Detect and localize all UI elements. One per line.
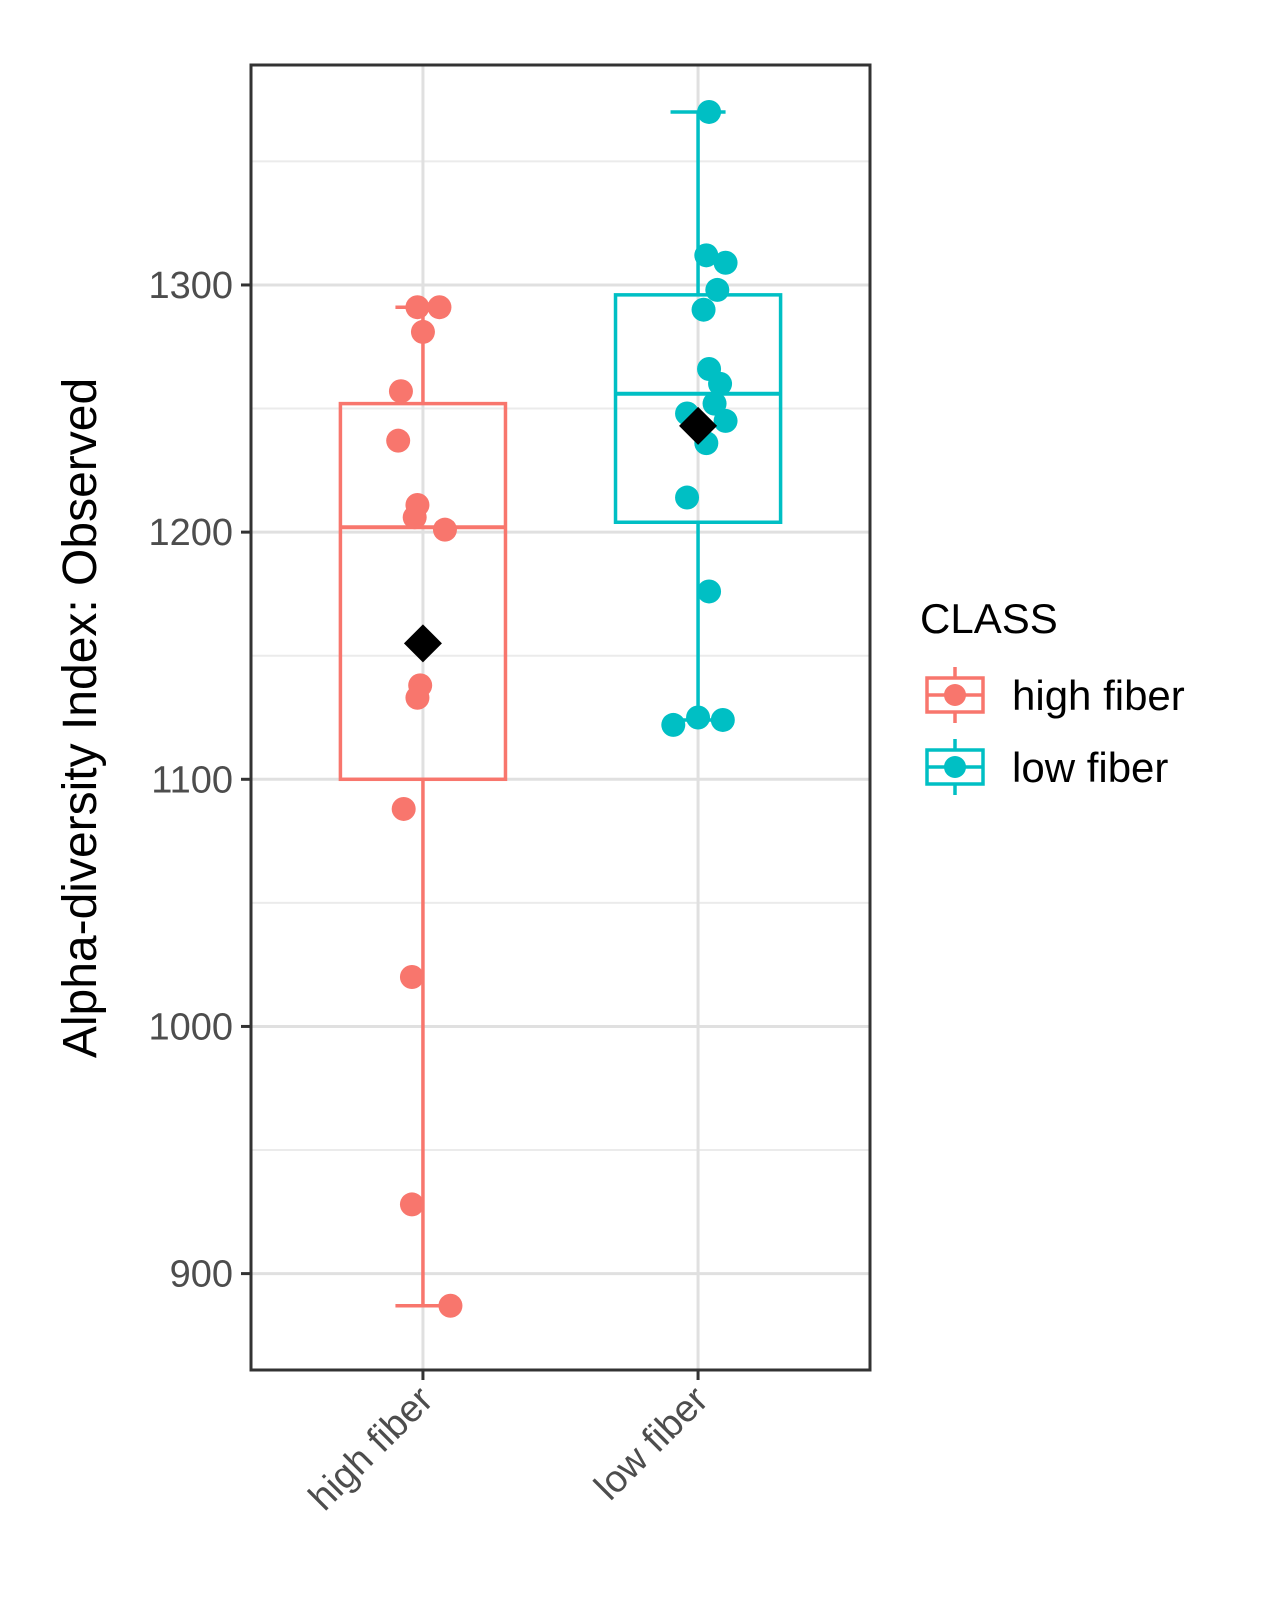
legend-title: CLASS bbox=[920, 595, 1058, 642]
data-point bbox=[405, 685, 430, 710]
data-point bbox=[697, 579, 722, 604]
y-axis: 900 1000 1100 1200 1300 bbox=[148, 265, 251, 1296]
data-point bbox=[686, 705, 711, 730]
data-point bbox=[661, 712, 686, 737]
panel-border bbox=[249, 63, 872, 1372]
series-group bbox=[338, 295, 508, 1318]
series-group bbox=[613, 99, 783, 737]
data-point bbox=[399, 965, 424, 990]
data-point bbox=[427, 295, 452, 320]
legend-item: low fiber bbox=[925, 739, 1168, 795]
data-point bbox=[710, 707, 735, 732]
data-point bbox=[697, 99, 722, 124]
data-point bbox=[713, 408, 738, 433]
data-point bbox=[402, 505, 427, 530]
data-point bbox=[675, 485, 700, 510]
legend-label: high fiber bbox=[1012, 672, 1185, 719]
y-tick-label: 1300 bbox=[148, 265, 233, 307]
data-point bbox=[705, 277, 730, 302]
legend-key-point bbox=[944, 756, 966, 778]
data-point bbox=[432, 517, 457, 542]
legend-key-point bbox=[944, 684, 966, 706]
data-point bbox=[708, 371, 733, 396]
box bbox=[613, 293, 783, 524]
data-point bbox=[388, 379, 413, 404]
legend-label: low fiber bbox=[1012, 744, 1168, 791]
y-tick-label: 1200 bbox=[148, 512, 233, 554]
data-point bbox=[702, 391, 727, 416]
data-point bbox=[691, 297, 716, 322]
y-tick-label: 900 bbox=[170, 1254, 233, 1296]
data-point bbox=[391, 796, 416, 821]
series-layer bbox=[338, 99, 783, 1318]
y-tick-label: 1100 bbox=[151, 759, 233, 801]
data-point bbox=[438, 1293, 463, 1318]
data-point bbox=[713, 250, 738, 275]
mean-marker bbox=[679, 406, 718, 445]
mean-marker bbox=[403, 624, 442, 663]
legend: CLASS high fiber low fiber bbox=[920, 595, 1185, 795]
y-tick-label: 1000 bbox=[148, 1006, 233, 1048]
box bbox=[338, 401, 508, 782]
data-point bbox=[405, 295, 430, 320]
data-point bbox=[399, 1192, 424, 1217]
y-axis-title: Alpha-diversity Index: Observed bbox=[54, 378, 107, 1058]
data-point bbox=[694, 243, 719, 268]
data-point bbox=[386, 428, 411, 453]
data-point bbox=[410, 319, 435, 344]
legend-item: high fiber bbox=[925, 667, 1185, 723]
